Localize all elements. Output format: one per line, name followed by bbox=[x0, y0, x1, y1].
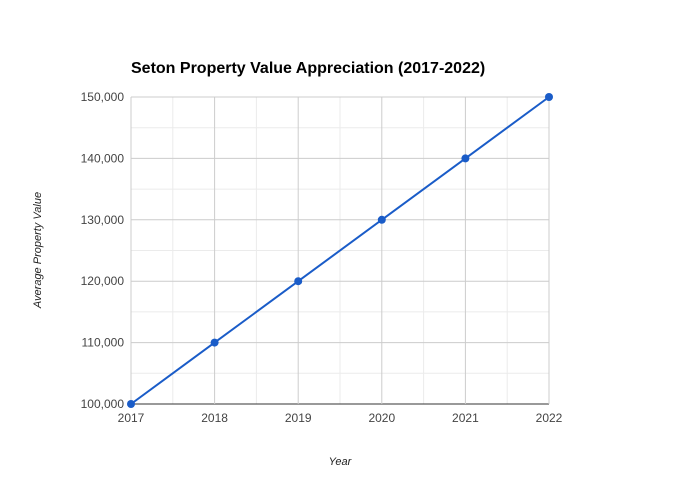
series-line bbox=[130, 96, 550, 405]
x-tick-label: 2020 bbox=[368, 411, 395, 425]
data-point bbox=[377, 215, 386, 224]
x-axis-tick-labels: 2017 2018 2019 2020 2021 2022 bbox=[118, 411, 563, 425]
x-tick-label: 2019 bbox=[285, 411, 312, 425]
y-tick-label: 100,000 bbox=[81, 397, 125, 411]
x-tick-label: 2017 bbox=[118, 411, 145, 425]
y-tick-label: 110,000 bbox=[82, 336, 125, 350]
data-point bbox=[545, 93, 553, 101]
x-tick-label: 2018 bbox=[201, 411, 228, 425]
data-point bbox=[127, 400, 135, 408]
data-point bbox=[461, 154, 470, 163]
data-point bbox=[210, 338, 219, 347]
data-point bbox=[294, 277, 303, 286]
major-gridlines bbox=[130, 96, 550, 405]
y-tick-label: 150,000 bbox=[81, 90, 125, 104]
series-layer bbox=[127, 93, 553, 408]
chart-title: Seton Property Value Appreciation (2017-… bbox=[131, 60, 485, 77]
y-axis-title: Average Property Value bbox=[32, 192, 44, 309]
y-tick-label: 120,000 bbox=[81, 274, 125, 288]
y-axis-tick-labels: 100,000 110,000 120,000 130,000 140,000 150,0… bbox=[81, 90, 125, 411]
y-tick-label: 140,000 bbox=[81, 151, 125, 165]
x-tick-label: 2021 bbox=[452, 411, 479, 425]
x-tick-label: 2022 bbox=[536, 411, 563, 425]
x-axis-title: Year bbox=[329, 456, 353, 468]
y-tick-label: 130,000 bbox=[81, 213, 125, 227]
